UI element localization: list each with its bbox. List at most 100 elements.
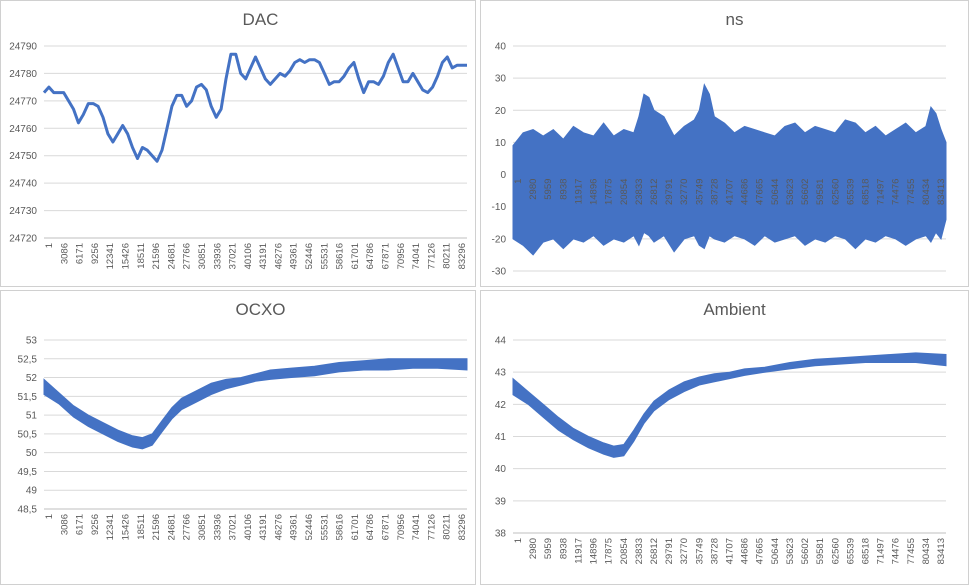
x-tick-label: 9256	[90, 514, 101, 535]
x-tick-label: 30851	[197, 243, 208, 269]
x-tick-label: 38728	[709, 179, 720, 205]
x-tick-label: 37021	[228, 514, 239, 540]
y-tick-label: 50,5	[18, 429, 38, 440]
x-tick-label: 52446	[304, 243, 315, 269]
x-tick-label: 1	[44, 243, 55, 248]
chart-title: OCXO	[235, 300, 285, 319]
y-tick-label: 43	[495, 368, 507, 379]
x-tick-label: 55531	[319, 243, 330, 269]
x-tick-label: 67871	[381, 243, 392, 269]
chart-title: Ambient	[703, 300, 766, 319]
y-tick-label: 51	[26, 411, 38, 422]
x-tick-label: 64786	[365, 514, 376, 540]
x-tick-label: 74041	[411, 243, 422, 269]
x-tick-label: 9256	[90, 243, 101, 264]
y-tick-label: 52,5	[18, 354, 38, 365]
series-dac-line	[42, 52, 467, 163]
y-tick-label: 24730	[9, 206, 37, 217]
x-tick-label: 14896	[589, 179, 600, 205]
y-tick-label: 30	[495, 74, 507, 85]
x-tick-label: 1	[513, 179, 524, 184]
x-tick-label: 47665	[755, 538, 766, 564]
x-tick-label: 59581	[815, 179, 826, 205]
x-tick-label: 77126	[426, 514, 437, 540]
y-tick-label: 38	[495, 529, 507, 540]
x-tick-label: 8938	[558, 179, 569, 200]
x-tick-label: 5959	[543, 179, 554, 200]
x-tick-label: 70956	[396, 243, 407, 269]
x-tick-label: 14896	[589, 538, 600, 564]
x-tick-label: 41707	[725, 179, 736, 205]
chart-panel-ambient[interactable]: Ambient 38 39 40 41 42 43 44 1 2980 5959 8938 11917 1…	[480, 290, 969, 585]
y-tick-label: 51,5	[18, 392, 38, 403]
chart-dac: DAC 24720 24730 24740 24750 24760 24770 24780 24…	[9, 10, 468, 269]
x-tick-label: 74476	[891, 179, 902, 205]
chart-panel-dac[interactable]: DAC 24720 24730 24740 24750 24760 24770 24780 24…	[0, 0, 476, 287]
x-tick-label: 20854	[619, 179, 630, 205]
y-tick-label: -10	[492, 202, 507, 213]
x-tick-label: 46276	[273, 514, 284, 540]
x-tick-label: 64786	[365, 243, 376, 269]
x-tick-label: 47665	[755, 179, 766, 205]
x-tick-label: 53623	[785, 538, 796, 564]
y-tick-label: 40	[495, 464, 507, 475]
y-tick-label: 53	[26, 336, 38, 347]
x-tick-label: 41707	[725, 538, 736, 564]
x-tick-label: 11917	[573, 179, 584, 205]
x-tick-label: 77126	[426, 243, 437, 269]
x-tick-label: 26812	[649, 179, 660, 205]
x-tick-label: 21596	[151, 243, 162, 269]
x-tick-label: 68518	[861, 179, 872, 205]
chart-ambient: Ambient 38 39 40 41 42 43 44 1 2980 5959 8938 11917 1…	[495, 300, 947, 564]
x-tick-label: 8938	[558, 538, 569, 559]
x-tick-label: 40106	[243, 514, 254, 540]
x-tick-label: 3086	[59, 514, 70, 535]
x-tick-label: 33936	[212, 243, 223, 269]
y-tick-label: 20	[495, 106, 507, 117]
x-tick-label: 50644	[770, 538, 781, 564]
x-tick-label: 20854	[619, 538, 630, 564]
y-tick-label: 44	[495, 336, 507, 347]
x-tick-label: 61701	[350, 514, 361, 540]
x-tick-label: 43191	[258, 243, 269, 269]
y-tick-label: 24760	[9, 124, 37, 135]
x-tick-label: 17875	[604, 179, 615, 205]
x-tick-label: 80211	[442, 243, 453, 269]
x-tick-label: 35749	[694, 179, 705, 205]
chart-panel-ocxo[interactable]: OCXO 48,5 49 49,5 50 50,5 51 51,5 52 52,5 53 1 3086 6…	[0, 290, 476, 585]
x-tick-label: 18511	[136, 243, 147, 269]
x-tick-label: 56602	[800, 179, 811, 205]
y-tick-label: -20	[492, 234, 507, 245]
x-tick-label: 17875	[604, 538, 615, 564]
x-tick-label: 43191	[258, 514, 269, 540]
x-tick-label: 40106	[243, 243, 254, 269]
y-tick-label: -30	[492, 267, 507, 278]
x-tick-label: 1	[44, 514, 55, 519]
x-tick-label: 33936	[212, 514, 223, 540]
y-tick-label: 41	[495, 432, 507, 443]
x-tick-label: 58616	[335, 243, 346, 269]
x-tick-label: 62560	[830, 538, 841, 564]
x-tick-label: 65539	[845, 538, 856, 564]
y-tick-label: 24750	[9, 151, 37, 162]
chart-panel-ns[interactable]: ns -30 -20 -10 0 10 20 30 40 1 2980 5959 8938 11917 14…	[480, 0, 969, 287]
x-tick-label: 53623	[785, 179, 796, 205]
y-tick-label: 39	[495, 496, 507, 507]
x-tick-label: 2980	[528, 538, 539, 559]
x-tick-label: 62560	[830, 179, 841, 205]
x-tick-label: 15426	[121, 243, 132, 269]
chart-title: DAC	[243, 10, 279, 29]
x-tick-label: 65539	[845, 179, 856, 205]
x-tick-label: 24681	[166, 514, 177, 540]
x-tick-label: 80434	[921, 179, 932, 205]
x-tick-label: 70956	[396, 514, 407, 540]
x-tick-label: 37021	[228, 243, 239, 269]
x-tick-label: 52446	[304, 514, 315, 540]
x-tick-label: 30851	[197, 514, 208, 540]
x-tick-label: 71497	[876, 538, 887, 564]
y-tick-label: 48,5	[18, 505, 38, 516]
x-tick-label: 32770	[679, 538, 690, 564]
x-tick-label: 59581	[815, 538, 826, 564]
x-tick-label: 12341	[105, 514, 116, 540]
x-tick-label: 50644	[770, 179, 781, 205]
